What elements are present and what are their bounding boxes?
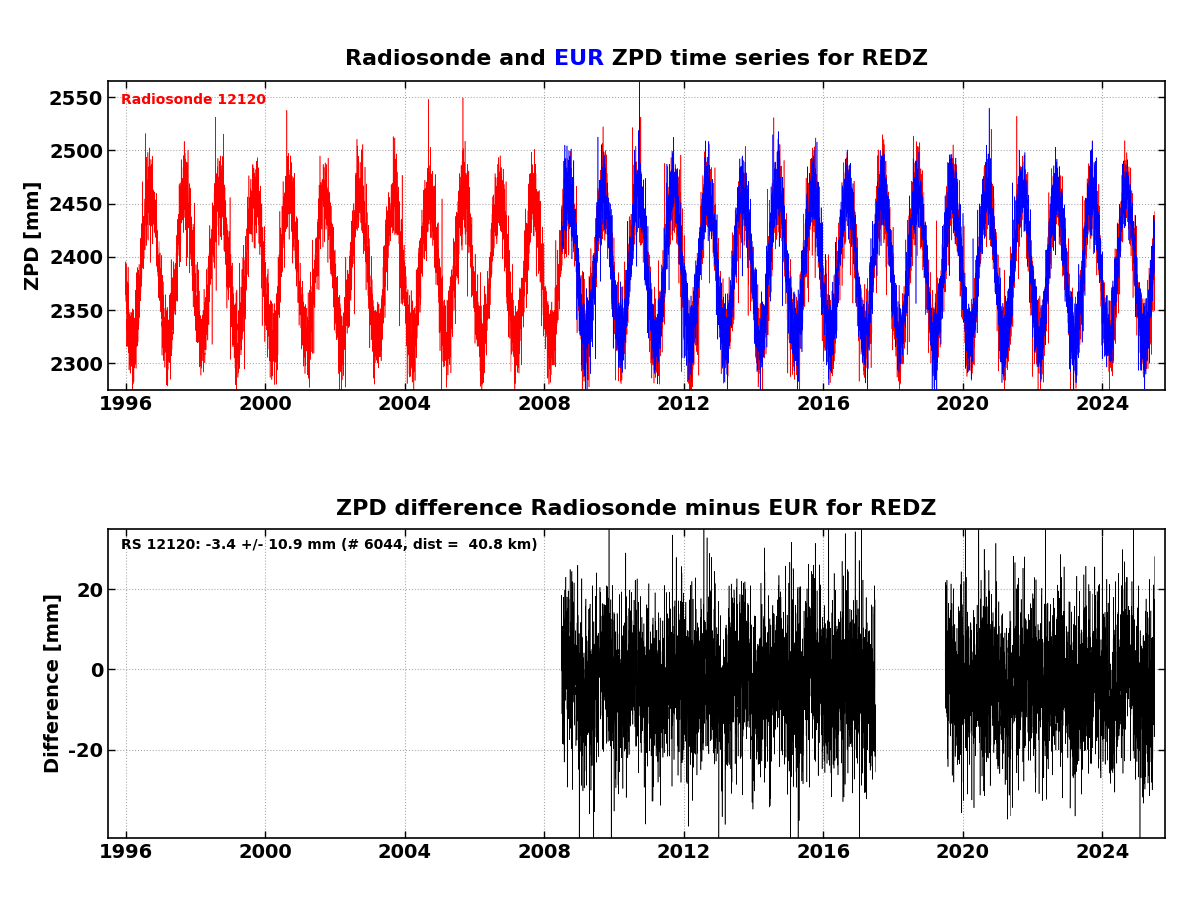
- Text: EUR: EUR: [554, 49, 604, 69]
- Text: RS 12120: -3.4 +/- 10.9 mm (# 6044, dist =  40.8 km): RS 12120: -3.4 +/- 10.9 mm (# 6044, dist…: [121, 538, 537, 552]
- Y-axis label: Difference [mm]: Difference [mm]: [43, 594, 62, 773]
- Text: Radiosonde 12120: Radiosonde 12120: [121, 94, 265, 107]
- Text: Radiosonde and: Radiosonde and: [345, 49, 554, 69]
- Text: ZPD time series for REDZ: ZPD time series for REDZ: [604, 49, 928, 69]
- Y-axis label: ZPD [mm]: ZPD [mm]: [24, 181, 43, 290]
- Title: ZPD difference Radiosonde minus EUR for REDZ: ZPD difference Radiosonde minus EUR for …: [336, 499, 937, 519]
